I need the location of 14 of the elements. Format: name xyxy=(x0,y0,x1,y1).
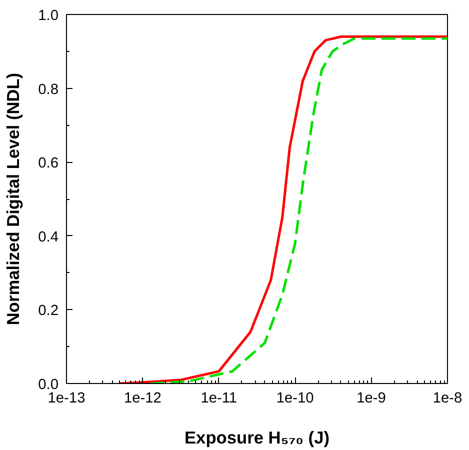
y-tick-label: 0.2 xyxy=(38,303,58,320)
x-tick-label: 1e-10 xyxy=(276,390,314,406)
x-axis-title: Exposure H₅₇₀ (J) xyxy=(184,428,330,448)
x-tick-label: 1e-13 xyxy=(48,390,86,406)
y-tick-label: 0.8 xyxy=(38,82,58,98)
y-axis-title: Normalized Digital Level (NDL) xyxy=(3,72,24,326)
x-tick-label: 1e-12 xyxy=(124,390,162,406)
y-tick-label: 0.6 xyxy=(38,156,58,172)
y-tick-label: 0.0 xyxy=(38,377,58,393)
y-tick-label: 1.0 xyxy=(38,8,58,24)
y-tick-label: 0.4 xyxy=(38,229,58,246)
x-tick-label: 1e-8 xyxy=(432,390,462,406)
x-tick-label: 1e-11 xyxy=(200,390,238,406)
x-tick-label: 1e-9 xyxy=(356,390,386,406)
